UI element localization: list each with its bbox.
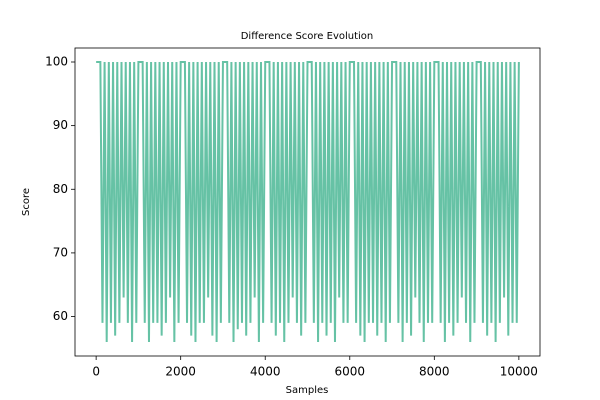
data-line	[96, 61, 520, 343]
y-tick-label: 70	[53, 245, 68, 259]
x-tick-label: 2000	[165, 365, 196, 379]
y-tick-label: 60	[53, 309, 68, 323]
x-tick-label: 0	[92, 365, 100, 379]
x-tick-label: 10000	[500, 365, 538, 379]
x-tick-label: 8000	[419, 365, 450, 379]
chart-title: Difference Score Evolution	[241, 31, 374, 42]
x-tick-label: 6000	[334, 365, 365, 379]
y-tick-label: 90	[53, 118, 68, 132]
x-tick-label: 4000	[250, 365, 281, 379]
plot-frame	[74, 47, 541, 357]
y-axis-label: Score	[21, 188, 32, 216]
x-axis-label: Samples	[286, 385, 329, 396]
y-tick-label: 100	[45, 55, 68, 69]
y-tick-label: 80	[53, 182, 68, 196]
